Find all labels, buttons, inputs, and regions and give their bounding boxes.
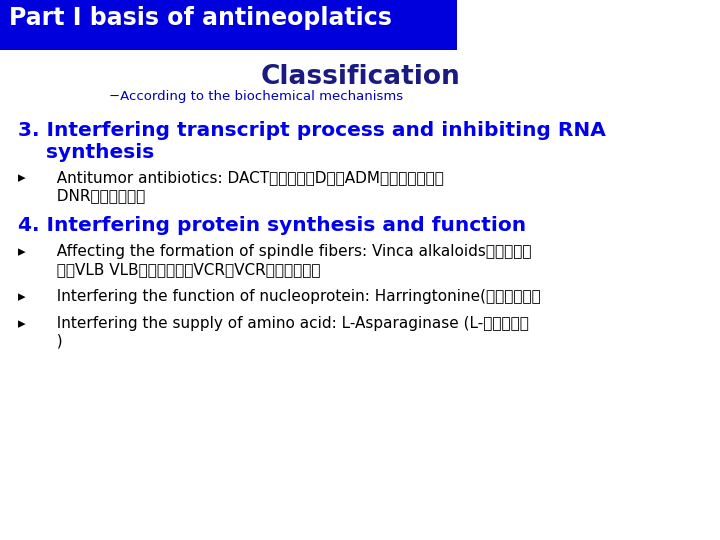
Text: Interfering the supply of amino acid: L-Asparaginase (L-门冬酰胺酶: Interfering the supply of amino acid: L-…	[47, 316, 528, 331]
Text: ▸: ▸	[18, 244, 26, 259]
Text: ): )	[47, 334, 63, 349]
Text: synthesis: synthesis	[18, 143, 154, 162]
Text: ▸: ▸	[18, 170, 26, 185]
Text: Part I basis of antineoplatics: Part I basis of antineoplatics	[9, 6, 392, 30]
Text: Classification: Classification	[260, 64, 460, 90]
Text: 4. Interfering protein synthesis and function: 4. Interfering protein synthesis and fun…	[18, 216, 526, 235]
Text: 3. Interfering transcript process and inhibiting RNA: 3. Interfering transcript process and in…	[18, 122, 606, 140]
Text: −According to the biochemical mechanisms: −According to the biochemical mechanisms	[109, 90, 402, 103]
Bar	[0, 0, 457, 50]
Text: ▸: ▸	[18, 289, 26, 304]
Text: Affecting the formation of spindle fibers: Vinca alkaloids（长春碱类: Affecting the formation of spindle fiber…	[47, 244, 531, 259]
Text: ▸: ▸	[18, 316, 26, 331]
Text: Antitumor antibiotics: DACT（放线菌素D）、ADM（多柔比星）、: Antitumor antibiotics: DACT（放线菌素D）、ADM（多…	[47, 170, 444, 185]
Text: DNR（柔红霉素）: DNR（柔红霉素）	[47, 188, 145, 203]
Text: Interfering the function of nucleoprotein: Harringtonine(三尖杉酰碱）: Interfering the function of nucleoprotei…	[47, 289, 541, 304]
Text: ），VLB VLB（长春碱），VCR，VCR（长春新碱）: ），VLB VLB（长春碱），VCR，VCR（长春新碱）	[47, 262, 320, 277]
